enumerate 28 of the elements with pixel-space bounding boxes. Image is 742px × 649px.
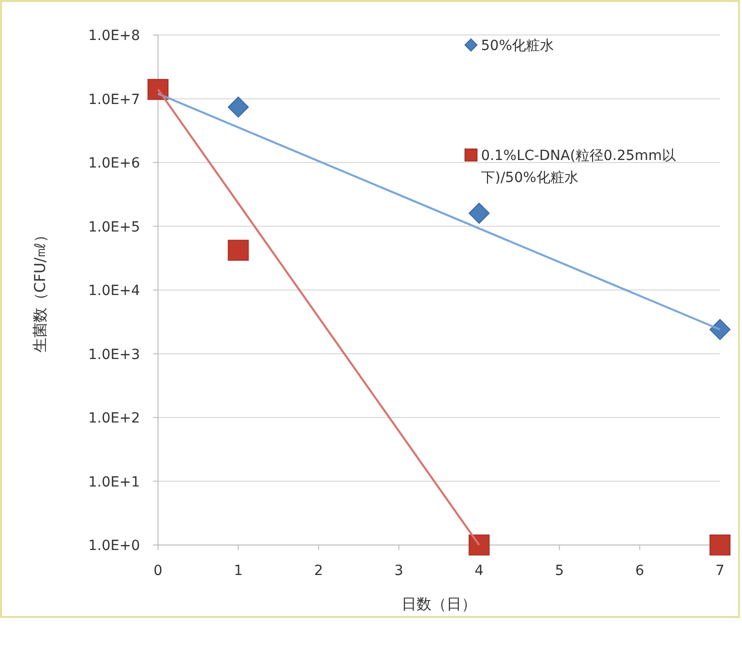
legend-label: 50%化粧水 [481,38,554,54]
y-tick-label: 1.0E+8 [88,28,140,44]
y-tick-label: 1.0E+6 [88,156,140,172]
point [228,240,249,261]
point [710,534,730,556]
point [228,96,249,118]
x-tick-label: 5 [554,563,564,579]
x-tick-label: 0 [154,563,162,579]
y-tick-label: 1.0E+7 [88,92,140,108]
x-tick-label: 4 [474,563,484,579]
y-tick-label: 1.0E+4 [88,283,140,299]
point [710,319,730,340]
y-axis-title: 生菌数（CFU/㎖） [31,227,49,353]
y-tick-label: 1.0E+0 [88,538,140,554]
x-tick-label: 2 [314,563,324,579]
point [148,78,168,100]
legend-label: 0.1%LC-DNA(粒径0.25mm以下)/50%化粧水 [481,148,676,186]
y-tick-label: 1.0E+2 [88,410,140,426]
y-tick-label: 1.0E+3 [88,346,140,363]
x-tick-label: 3 [394,563,404,579]
x-tick-label: 6 [635,563,644,579]
x-tick-label: 1 [234,563,243,579]
x-axis-title: 日数（日） [402,595,476,613]
point [468,534,490,556]
y-tick-label: 1.0E+5 [88,219,140,236]
point [468,202,490,224]
y-tick-label: 1.0E+1 [88,474,140,490]
x-tick-label: 7 [716,563,724,579]
